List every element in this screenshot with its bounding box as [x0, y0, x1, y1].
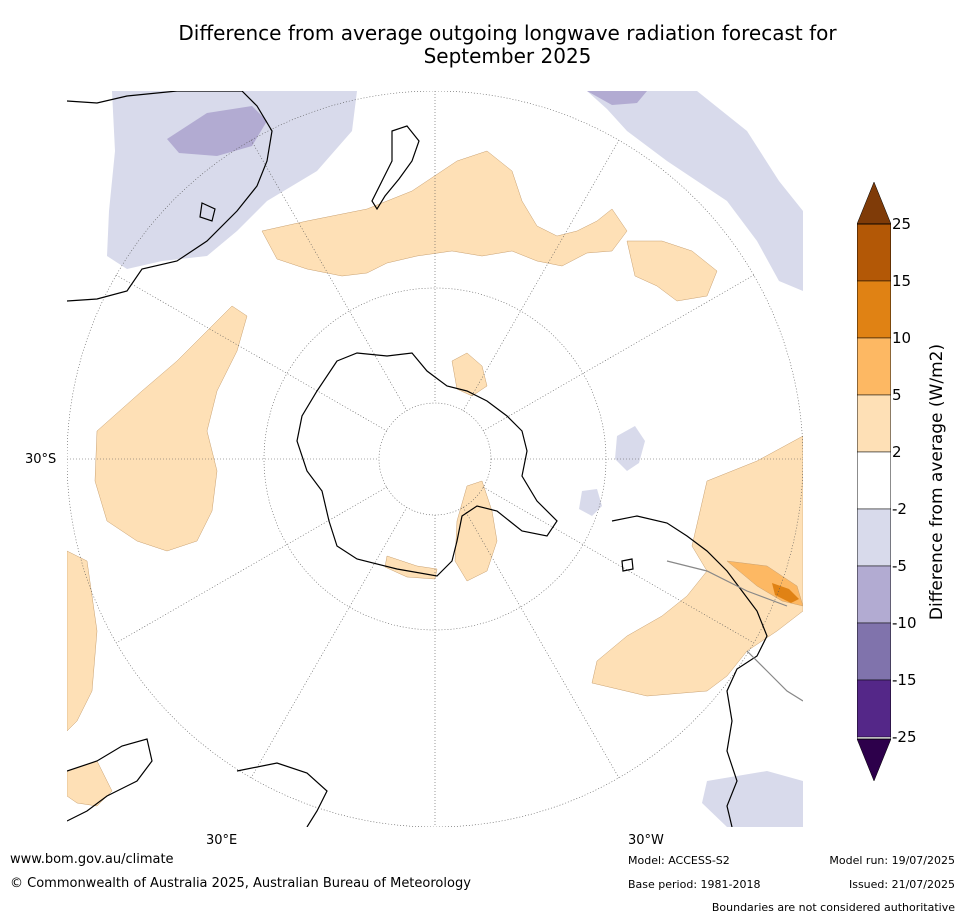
footer-copyright: © Commonwealth of Australia 2025, Austra…	[10, 876, 471, 891]
colorbar-tick-neg5: -5	[892, 557, 907, 575]
polar-map	[67, 91, 803, 827]
negative-anomaly-patch-mid	[615, 426, 645, 471]
meridian-line-10	[250, 506, 408, 779]
colorbar-band-neg25-neg15	[857, 679, 891, 738]
longitude-label-east: 30°E	[206, 833, 238, 848]
map-title: Difference from average outgoing longwav…	[60, 22, 955, 68]
positive-anomaly-south-america	[591, 435, 803, 697]
coastline-antarctica	[296, 352, 558, 577]
issued-info: Issued: 21/07/2025	[848, 878, 955, 891]
negative-anomaly-patch-east	[579, 489, 602, 516]
colorbar-label: Difference from average (W/m2)	[927, 343, 947, 621]
positive-anomaly-pacific-east	[626, 240, 718, 302]
negative-anomaly-pacific-strip	[587, 91, 647, 105]
footer-url[interactable]: www.bom.gov.au/climate	[10, 852, 174, 867]
colorbar-extend-bottom	[857, 738, 891, 782]
positive-anomaly-tasman	[261, 150, 628, 277]
positive-anomaly-regions	[67, 150, 803, 807]
meridian-line-9	[462, 139, 620, 412]
meridian-line-5	[250, 139, 408, 412]
colorbar-band-neg10-neg5	[857, 565, 891, 624]
land-boundaries	[666, 560, 803, 702]
boundary-disclaimer: Boundaries are not considered authoritat…	[711, 901, 955, 914]
colorbar-tick-15: 15	[892, 272, 912, 290]
map-panel	[67, 91, 803, 827]
colorbar-band-2-5	[857, 394, 891, 453]
colorbar-tick-2: 2	[892, 443, 902, 461]
colorbar-band-15-25	[857, 223, 891, 282]
positive-anomaly-weddell	[454, 480, 498, 582]
colorbar-band-neg2-2	[857, 451, 891, 510]
graticule	[67, 91, 803, 827]
negative-anomaly-regions	[107, 91, 803, 827]
coastline-australia	[67, 91, 273, 302]
longitude-label-west: 30°W	[628, 833, 664, 848]
map-title-line2: September 2025	[423, 44, 592, 68]
meridian-line-6	[462, 506, 620, 779]
colorbar-outline	[857, 223, 891, 740]
coastline-africa	[67, 738, 153, 822]
colorbar-tick-10: 10	[892, 329, 912, 347]
negative-anomaly-australia-dark	[167, 106, 267, 156]
meridian-line-8	[482, 486, 755, 644]
coastline-new-zealand	[371, 125, 420, 211]
colorbar-band-10-15	[857, 280, 891, 339]
meridian-line-11	[482, 274, 755, 432]
colorbar-tick-neg15: -15	[892, 671, 917, 689]
coastline-tasmania	[199, 202, 216, 222]
latitude-label: 30°S	[25, 452, 57, 467]
model-info: Model: ACCESS-S2	[628, 854, 730, 867]
coastline-south-america	[611, 515, 768, 827]
negative-anomaly-patch-south	[702, 771, 803, 827]
colorbar-band-neg15-neg10	[857, 622, 891, 681]
colorbar-tick-neg2: -2	[892, 500, 907, 518]
base-period-info: Base period: 1981-2018	[628, 878, 761, 891]
colorbar	[857, 182, 891, 782]
map-title-line1: Difference from average outgoing longwav…	[178, 21, 837, 45]
positive-anomaly-west-edge	[67, 550, 98, 732]
colorbar-band-neg5-neg2	[857, 508, 891, 567]
colorbar-tick-neg25: -25	[892, 728, 917, 746]
boundary-line-brazil	[746, 650, 803, 702]
negative-anomaly-pacific-north	[587, 91, 803, 291]
meridian-line-12	[115, 486, 388, 644]
model-run-info: Model run: 19/07/2025	[829, 854, 955, 867]
colorbar-tick-neg10: -10	[892, 614, 917, 632]
positive-anomaly-andes-strong	[772, 583, 799, 603]
boundary-line-argentina	[666, 560, 788, 607]
colorbar-tick-25: 25	[892, 215, 912, 233]
coastline-falklands	[621, 558, 634, 572]
positive-anomaly-antarctic-peninsula	[451, 352, 488, 397]
colorbar-band-5-10	[857, 337, 891, 396]
meridian-line-7	[115, 274, 388, 432]
positive-anomaly-south-africa	[67, 760, 113, 807]
positive-anomaly-indian-ocean	[94, 305, 248, 552]
negative-anomaly-australia-light	[107, 91, 357, 269]
colorbar-extend-top	[857, 182, 891, 225]
coastline-madagascar	[236, 762, 328, 827]
coastlines	[67, 91, 768, 827]
colorbar-tick-5: 5	[892, 386, 902, 404]
